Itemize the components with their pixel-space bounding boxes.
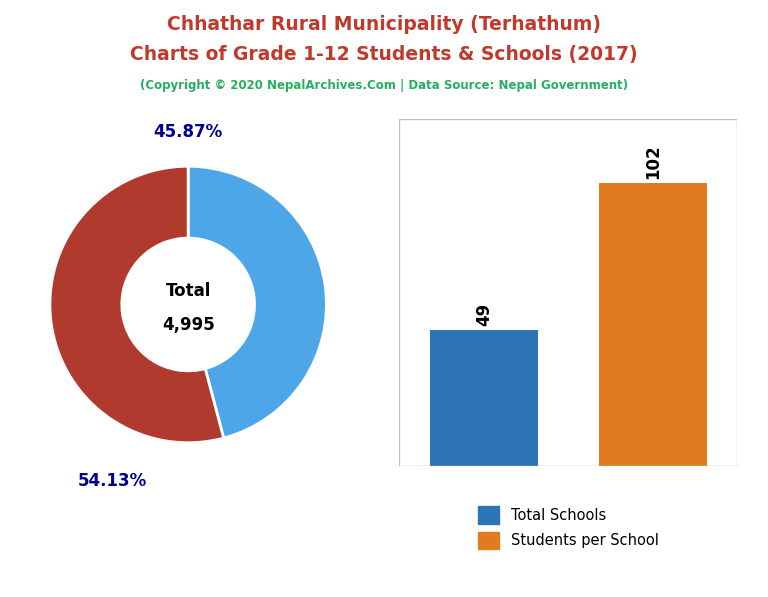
- Bar: [599, 183, 707, 466]
- Text: 102: 102: [644, 144, 662, 179]
- Text: (Copyright © 2020 NepalArchives.Com | Data Source: Nepal Government): (Copyright © 2020 NepalArchives.Com | Da…: [140, 79, 628, 92]
- Text: 45.87%: 45.87%: [154, 122, 223, 141]
- Text: 4,995: 4,995: [162, 316, 214, 334]
- Wedge shape: [188, 166, 326, 438]
- Text: Chhathar Rural Municipality (Terhathum): Chhathar Rural Municipality (Terhathum): [167, 15, 601, 34]
- Text: 49: 49: [475, 303, 493, 326]
- Text: Total: Total: [165, 282, 211, 300]
- Text: Charts of Grade 1-12 Students & Schools (2017): Charts of Grade 1-12 Students & Schools …: [131, 45, 637, 64]
- Bar: [430, 330, 538, 466]
- Legend: Total Schools, Students per School: Total Schools, Students per School: [472, 501, 665, 555]
- Wedge shape: [50, 166, 223, 443]
- Legend: Male Students (2,291), Female Students (2,704): Male Students (2,291), Female Students (…: [0, 595, 173, 597]
- Text: 54.13%: 54.13%: [78, 472, 147, 490]
